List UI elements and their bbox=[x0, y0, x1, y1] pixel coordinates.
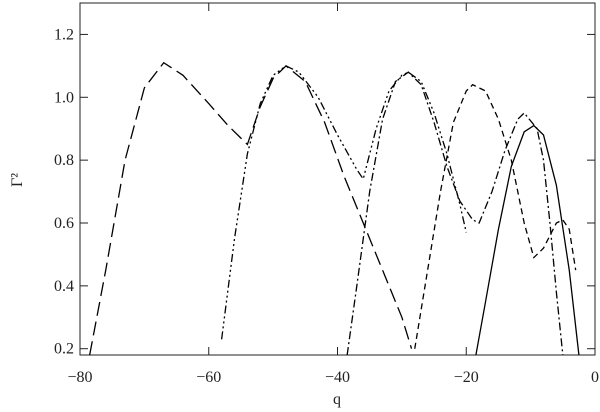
x-tick-label: −80 bbox=[67, 369, 92, 386]
x-tick-label: 0 bbox=[591, 369, 599, 386]
x-tick-label: −20 bbox=[454, 369, 479, 386]
y-tick-label: 0.6 bbox=[54, 215, 74, 232]
y-tick-label: 1.2 bbox=[54, 26, 74, 43]
y-tick-label: 0.8 bbox=[54, 152, 74, 169]
y-tick-label: 1.0 bbox=[54, 89, 74, 106]
x-tick-label: −40 bbox=[325, 369, 350, 386]
y-tick-label: 0.2 bbox=[54, 341, 74, 358]
line-series bbox=[414, 83, 577, 349]
line-series bbox=[89, 61, 413, 356]
x-tick-label: −60 bbox=[196, 369, 221, 386]
x-axis-label: q bbox=[333, 391, 341, 408]
line-series bbox=[220, 65, 467, 340]
line-series bbox=[346, 71, 564, 356]
y-tick-label: 0.4 bbox=[54, 278, 74, 295]
plot-frame bbox=[79, 2, 596, 356]
y-axis-label: Γ² bbox=[9, 173, 26, 187]
line-series bbox=[475, 124, 580, 356]
